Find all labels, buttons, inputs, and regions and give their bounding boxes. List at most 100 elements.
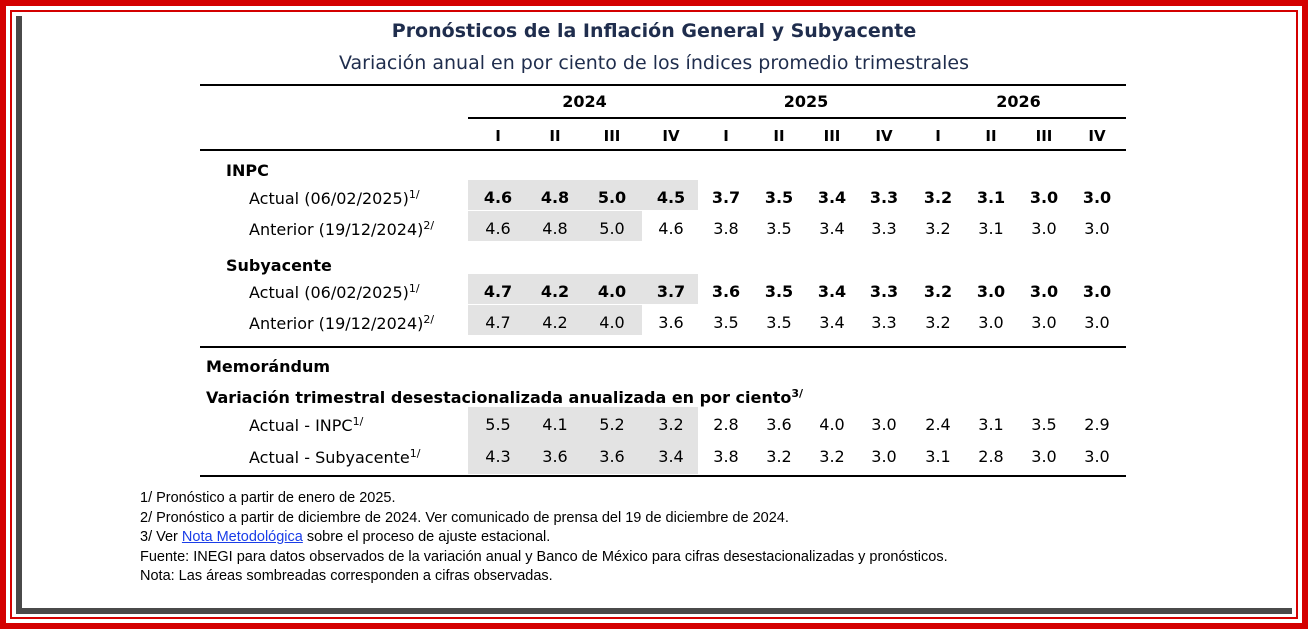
table-cell: 4.2 xyxy=(542,313,568,332)
frame-shadow-bottom xyxy=(16,608,1292,614)
rule-memo xyxy=(200,346,1126,348)
quarter-header: I xyxy=(495,127,501,145)
table-cell: 3.0 xyxy=(871,415,897,434)
table-cell: 3.2 xyxy=(923,282,953,301)
table-cell: 4.6 xyxy=(483,188,513,207)
table-cell: 3.0 xyxy=(1082,282,1112,301)
footnote-fuente: Fuente: INEGI para datos observados de l… xyxy=(140,548,948,565)
quarter-header: II xyxy=(773,127,785,145)
table-cell: 2.8 xyxy=(713,415,739,434)
table-subtitle: Variación anual en por ciento de los índ… xyxy=(339,52,969,74)
row-label: Anterior (19/12/2024)2/ xyxy=(249,219,435,239)
section-heading-inpc: INPC xyxy=(226,161,269,180)
quarter-header: III xyxy=(823,127,841,145)
footnote-nota: Nota: Las áreas sombreadas corresponden … xyxy=(140,568,553,584)
table-cell: 3.0 xyxy=(1031,447,1057,466)
year-header-2026: 2026 xyxy=(996,92,1041,111)
table-cell: 4.8 xyxy=(542,219,568,238)
quarter-header: IV xyxy=(1088,127,1106,145)
table-cell: 2.9 xyxy=(1084,415,1110,434)
year-header-2025: 2025 xyxy=(783,92,829,111)
shaded-cell-block xyxy=(468,180,698,210)
table-cell: 3.3 xyxy=(869,282,899,301)
rule-quarters xyxy=(200,149,1126,151)
table-cell: 3.5 xyxy=(764,188,794,207)
table-cell: 3.1 xyxy=(976,188,1006,207)
table-cell: 3.4 xyxy=(819,313,845,332)
table-cell: 2.4 xyxy=(925,415,951,434)
table-cell: 3.5 xyxy=(766,219,792,238)
memo-subheading: Variación trimestral desestacionalizada … xyxy=(206,387,804,407)
quarter-header: I xyxy=(723,127,729,145)
row-label: Actual (06/02/2025)1/ xyxy=(249,188,420,208)
table-cell: 3.2 xyxy=(923,188,953,207)
table-cell: 3.3 xyxy=(871,313,897,332)
table-cell: 4.2 xyxy=(540,282,570,301)
table-cell: 5.5 xyxy=(485,415,511,434)
section-heading-memorandum: Memorándum xyxy=(206,357,331,376)
table-cell: 3.7 xyxy=(656,282,686,301)
row-label: Actual - Subyacente1/ xyxy=(249,447,421,467)
table-cell: 3.0 xyxy=(1084,313,1110,332)
quarter-header: IV xyxy=(875,127,893,145)
table-cell: 3.0 xyxy=(978,313,1004,332)
table-cell: 4.8 xyxy=(540,188,570,207)
table-title: Pronósticos de la Inflación General y Su… xyxy=(391,20,917,42)
section-heading-subyacente: Subyacente xyxy=(226,256,332,275)
table-cell: 3.5 xyxy=(766,313,792,332)
table-cell: 3.0 xyxy=(1029,188,1059,207)
table-cell: 4.3 xyxy=(485,447,511,466)
table-cell: 3.0 xyxy=(1084,219,1110,238)
table-cell: 3.3 xyxy=(871,219,897,238)
table-cell: 5.2 xyxy=(599,415,625,434)
rule-bottom xyxy=(200,475,1126,477)
table-cell: 4.5 xyxy=(656,188,686,207)
table-cell: 4.7 xyxy=(483,282,513,301)
inner-red-frame xyxy=(10,10,1298,619)
footnote-3: 3/ Ver Nota Metodológica sobre el proces… xyxy=(140,529,551,545)
table-cell: 3.0 xyxy=(1031,313,1057,332)
shaded-cell-block xyxy=(468,407,698,474)
table-cell: 3.1 xyxy=(925,447,951,466)
table-cell: 3.4 xyxy=(658,447,684,466)
table-cell: 3.2 xyxy=(925,219,951,238)
footnote-1: 1/ Pronóstico a partir de enero de 2025. xyxy=(140,490,396,506)
table-cell: 3.1 xyxy=(978,415,1004,434)
quarter-header: II xyxy=(985,127,997,145)
table-cell: 2.8 xyxy=(978,447,1004,466)
table-cell: 4.0 xyxy=(819,415,845,434)
quarter-header: III xyxy=(603,127,621,145)
table-cell: 3.4 xyxy=(817,282,847,301)
shaded-cell-block xyxy=(468,305,642,335)
table-cell: 4.0 xyxy=(599,313,625,332)
year-header-2024: 2024 xyxy=(562,92,607,111)
table-cell: 3.2 xyxy=(925,313,951,332)
table-cell: 3.8 xyxy=(713,447,739,466)
table-cell: 3.6 xyxy=(542,447,568,466)
table-cell: 3.5 xyxy=(764,282,794,301)
table-cell: 3.1 xyxy=(978,219,1004,238)
table-cell: 3.2 xyxy=(658,415,684,434)
nota-metodologica-link[interactable]: Nota Metodológica xyxy=(181,529,303,545)
table-cell: 5.0 xyxy=(599,219,625,238)
table-cell: 3.2 xyxy=(819,447,845,466)
table-cell: 4.6 xyxy=(658,219,684,238)
quarter-header: IV xyxy=(662,127,680,145)
table-cell: 3.0 xyxy=(1031,219,1057,238)
table-cell: 3.5 xyxy=(713,313,739,332)
rule-top xyxy=(200,84,1126,86)
table-cell: 3.8 xyxy=(713,219,739,238)
row-label: Actual - INPC1/ xyxy=(249,415,364,435)
table-cell: 3.0 xyxy=(1084,447,1110,466)
table-cell: 4.7 xyxy=(485,313,511,332)
table-cell: 3.4 xyxy=(817,188,847,207)
table-cell: 3.0 xyxy=(1082,188,1112,207)
table-cell: 3.6 xyxy=(766,415,792,434)
quarter-header: II xyxy=(549,127,561,145)
row-label: Actual (06/02/2025)1/ xyxy=(249,282,420,302)
table-cell: 4.0 xyxy=(597,282,627,301)
table-cell: 3.6 xyxy=(599,447,625,466)
table-cell: 4.6 xyxy=(485,219,511,238)
quarter-header: III xyxy=(1035,127,1053,145)
